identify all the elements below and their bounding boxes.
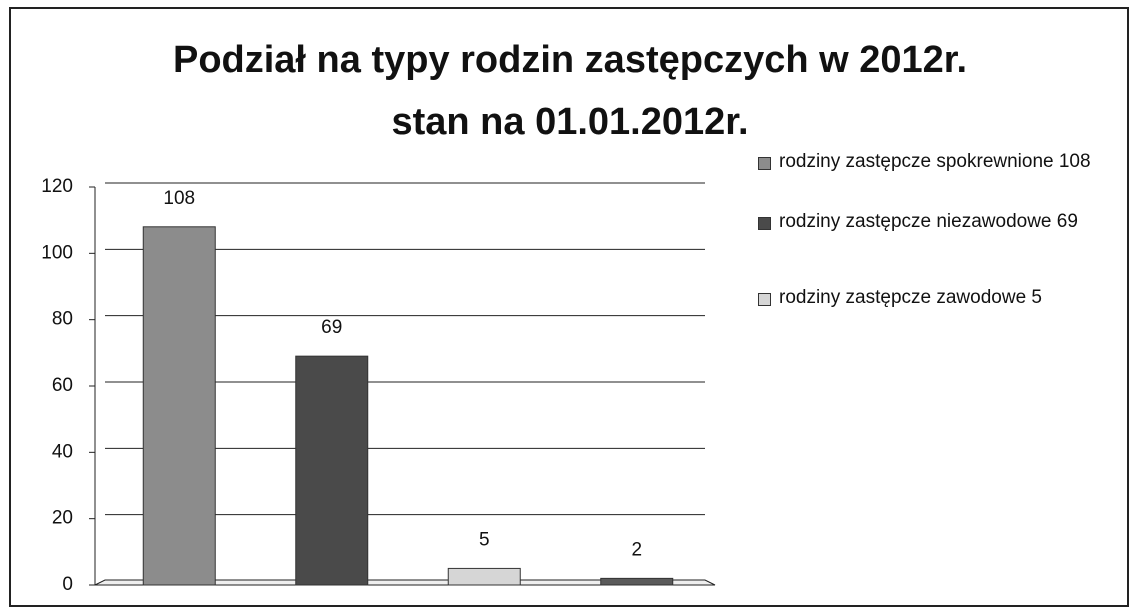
legend-label: rodziny zastępcze spokrewnione 108 xyxy=(779,151,1091,172)
legend-item: rodziny zastępcze zawodowe 5 xyxy=(758,286,1108,310)
bar xyxy=(600,577,674,586)
legend-swatch xyxy=(758,293,771,306)
legend-swatch xyxy=(758,217,771,230)
legend-label: rodziny zastępcze zawodowe 5 xyxy=(779,287,1042,308)
legend-label: rodziny zastępcze niezawodowe 69 xyxy=(779,211,1078,232)
data-label: 69 xyxy=(321,317,342,338)
bar xyxy=(142,226,216,586)
legend-swatch xyxy=(758,157,771,170)
y-tick-label: 60 xyxy=(52,375,73,396)
legend: rodziny zastępcze spokrewnione 108 rodzin… xyxy=(758,150,1108,310)
legend-item: rodziny zastępcze spokrewnione 108 xyxy=(758,150,1108,174)
chart-title: Podział na typy rodzin zastępczych w 201… xyxy=(173,39,967,81)
y-tick-label: 40 xyxy=(52,441,73,462)
bar xyxy=(295,355,369,586)
y-tick-label: 0 xyxy=(62,574,73,595)
bar xyxy=(447,567,521,586)
chart-border xyxy=(9,7,1129,607)
data-label: 5 xyxy=(479,529,490,550)
legend-item: rodziny zastępcze niezawodowe 69 xyxy=(758,210,1108,234)
data-label: 108 xyxy=(163,188,195,209)
chart-subtitle: stan na 01.01.2012r. xyxy=(391,101,748,143)
y-tick-label: 20 xyxy=(52,508,73,529)
y-tick-label: 80 xyxy=(52,309,73,330)
y-tick-label: 120 xyxy=(41,176,73,197)
data-label: 2 xyxy=(631,539,642,560)
y-tick-label: 100 xyxy=(41,242,73,263)
